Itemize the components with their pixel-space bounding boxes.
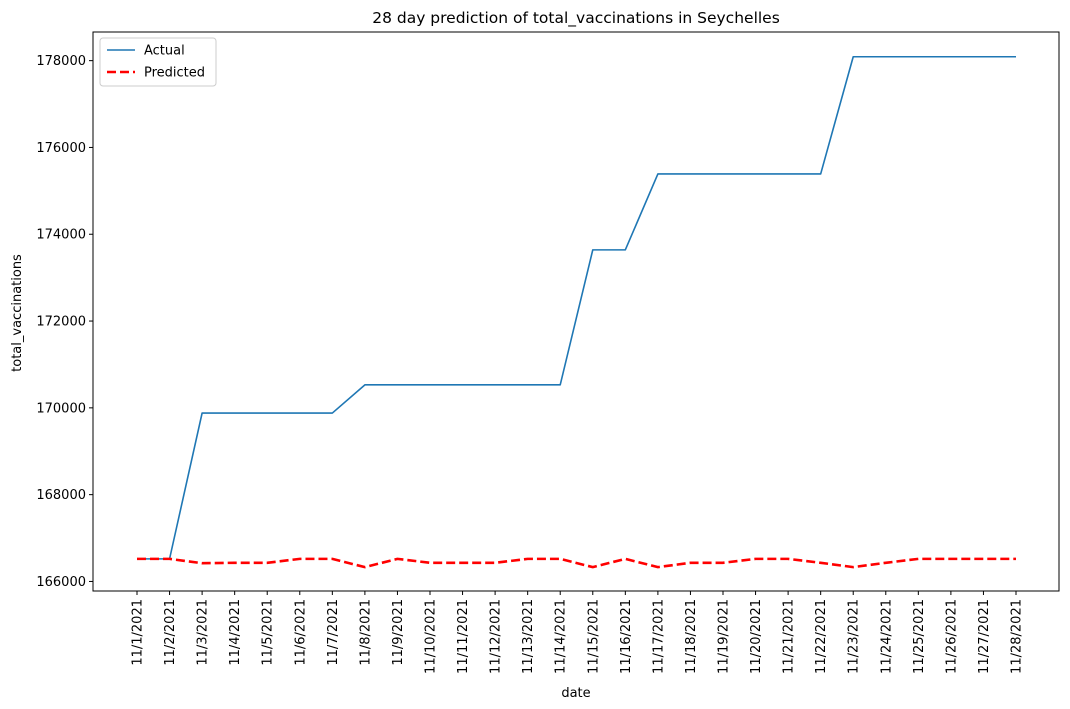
x-tick-label: 11/6/2021	[293, 599, 308, 666]
x-tick-label: 11/11/2021	[456, 599, 471, 674]
x-tick-label: 11/18/2021	[684, 599, 699, 674]
x-tick-label: 11/17/2021	[651, 599, 666, 674]
x-tick-label: 11/10/2021	[424, 599, 439, 674]
x-tick-label: 11/7/2021	[326, 599, 341, 666]
x-tick-label: 11/16/2021	[619, 599, 634, 674]
series-line-predicted	[137, 557, 1016, 569]
x-tick-label: 11/23/2021	[847, 599, 862, 674]
legend: Actual Predicted	[99, 37, 217, 87]
x-tick-label: 11/12/2021	[489, 599, 504, 674]
x-tick-label: 11/13/2021	[521, 599, 536, 674]
y-tick-label: 168000	[36, 488, 86, 503]
x-tick-label: 11/26/2021	[944, 599, 959, 674]
plot-frame	[92, 31, 1060, 592]
series-line-actual	[137, 55, 1016, 560]
x-tick-label: 11/21/2021	[782, 599, 797, 674]
x-tick-label: 11/14/2021	[554, 599, 569, 674]
y-tick-label: 176000	[36, 141, 86, 156]
y-tick-label: 170000	[36, 401, 86, 416]
y-tick-label: 174000	[36, 228, 86, 243]
x-tick-label: 11/8/2021	[358, 599, 373, 666]
x-tick-label: 11/25/2021	[912, 599, 927, 674]
x-tick-label: 11/28/2021	[1010, 599, 1025, 674]
legend-label-actual: Actual	[144, 44, 185, 59]
y-tick-label: 166000	[36, 575, 86, 590]
x-tick-label: 11/1/2021	[131, 599, 146, 666]
x-tick-label: 11/4/2021	[228, 599, 243, 666]
x-tick-label: 11/20/2021	[749, 599, 764, 674]
x-tick-label: 11/24/2021	[879, 599, 894, 674]
x-tick-label: 11/2/2021	[163, 599, 178, 666]
x-tick-label: 11/15/2021	[586, 599, 601, 674]
y-tick-label: 178000	[36, 54, 86, 69]
y-tick-label: 172000	[36, 315, 86, 330]
x-tick-label: 11/22/2021	[814, 599, 829, 674]
x-tick-label: 11/5/2021	[261, 599, 276, 666]
x-tick-label: 11/27/2021	[977, 599, 992, 674]
x-tick-label: 11/9/2021	[391, 599, 406, 666]
x-tick-label: 11/19/2021	[717, 599, 732, 674]
y-axis-label: total_vaccinations	[10, 254, 25, 372]
x-axis-label: date	[561, 686, 590, 701]
x-tick-label: 11/3/2021	[196, 599, 211, 666]
chart-title: 28 day prediction of total_vaccinations …	[372, 9, 780, 28]
plot-area: 166000 168000 170000 172000 174000 176000 1780…	[36, 31, 1060, 674]
legend-label-predicted: Predicted	[144, 66, 205, 81]
